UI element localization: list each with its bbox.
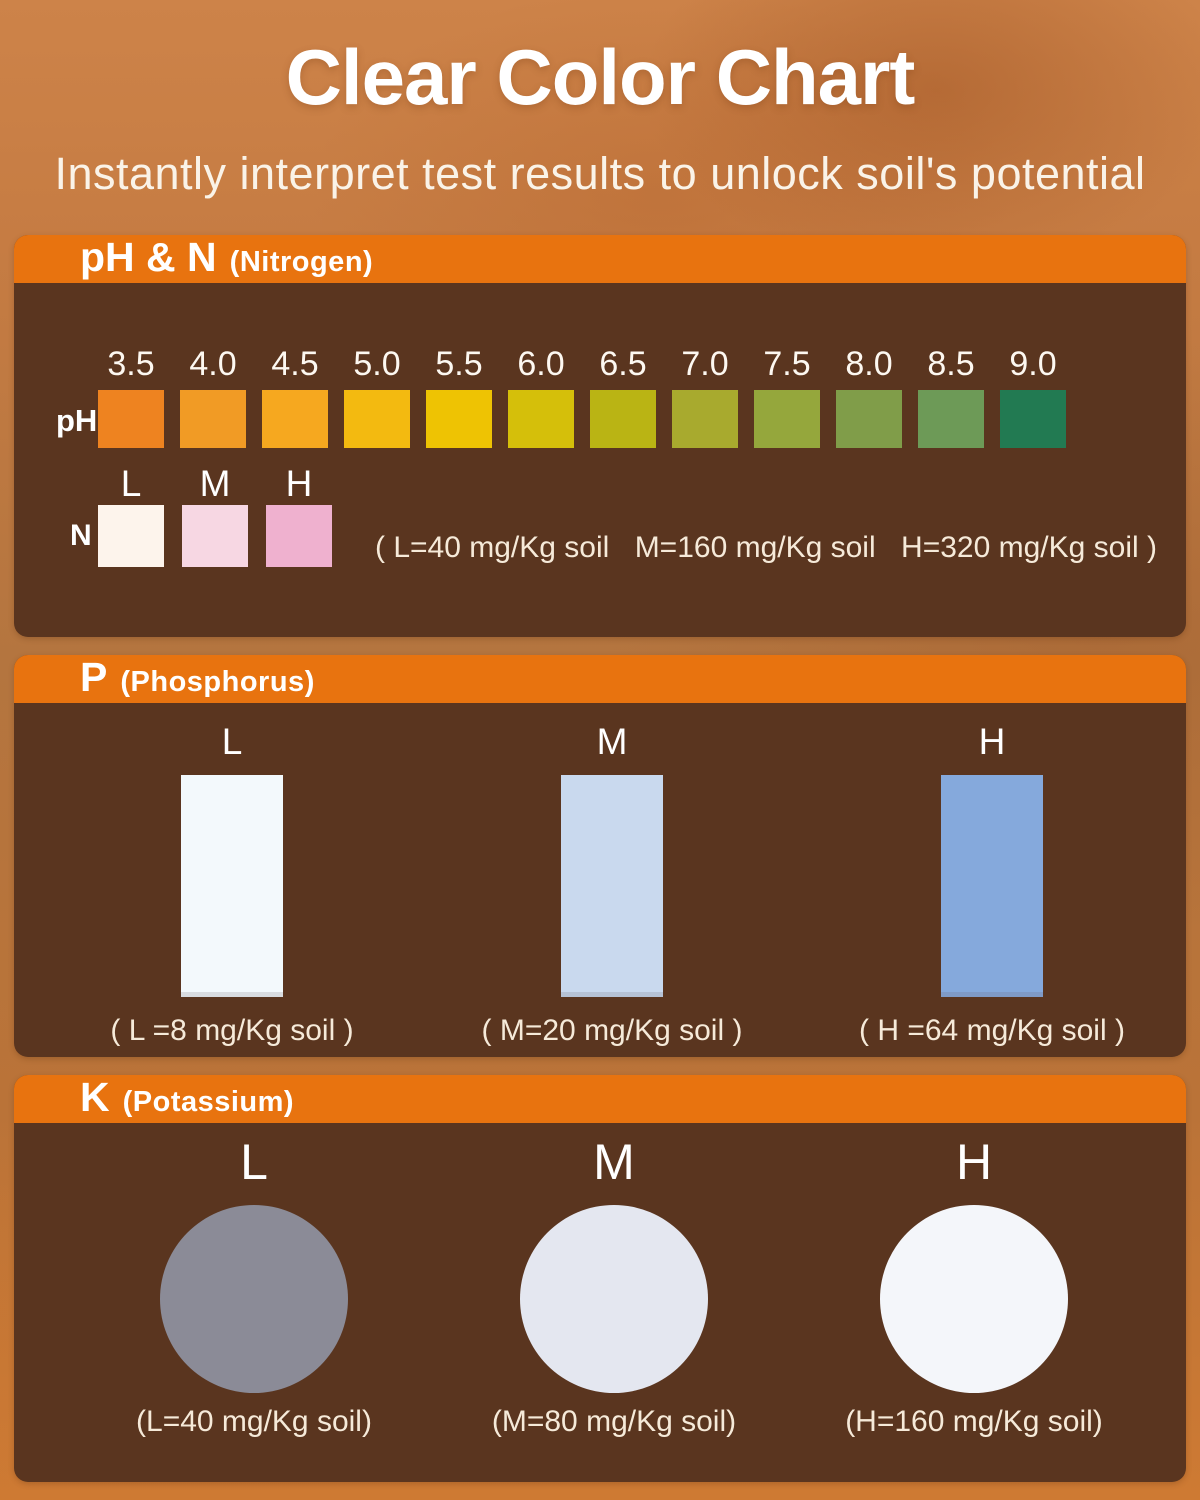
ph-tick: 4.0 [189,345,237,383]
potassium-level-row: L (L=40 mg/Kg soil) M (M=80 mg/Kg soil) … [74,1133,1154,1439]
ph-tick: 8.0 [845,345,893,383]
potassium-caption-medium: (M=80 mg/Kg soil) [491,1405,737,1438]
n-level-label-row: L M H [98,463,332,505]
page-subtitle: Instantly interpret test results to unlo… [54,148,1146,199]
ph-tick: 3.5 [107,345,155,383]
ph-swatch-6-5 [590,390,656,448]
potassium-label-low: L [240,1134,268,1190]
ph-tick: 6.5 [599,345,647,383]
ph-swatch-3-5 [98,390,164,448]
ph-tick: 5.5 [435,345,483,383]
ph-row-label: pH [56,403,98,438]
potassium-circle-medium [520,1205,708,1393]
n-level-label-high: H [285,463,313,504]
n-caption: ( L=40 mg/Kg soil M=160 mg/Kg soil H=320… [375,531,1157,565]
panel-potassium-header: K (Potassium) [14,1075,1186,1123]
phosphorus-label-medium: M [596,721,628,762]
ph-swatch-5-5 [426,390,492,448]
phosphorus-label-low: L [221,721,243,762]
potassium-label-medium: M [593,1134,635,1190]
panel-ph-nitrogen-header: pH & N (Nitrogen) [14,235,1186,283]
panel-ph-nitrogen-heading: pH & N [80,235,217,280]
page-title: Clear Color Chart [285,33,916,121]
potassium-column-low: L (L=40 mg/Kg soil) [74,1133,434,1439]
ph-swatch-9-0 [1000,390,1066,448]
ph-swatch-7-5 [754,390,820,448]
potassium-caption-low: (L=40 mg/Kg soil) [136,1405,372,1438]
potassium-circle-high [880,1205,1068,1393]
panel-ph-nitrogen-subheading: (Nitrogen) [229,246,374,278]
ph-swatch-8-0 [836,390,902,448]
phosphorus-bar-low [181,775,283,997]
ph-tick: 5.0 [353,345,401,383]
ph-tick: 8.5 [927,345,975,383]
ph-swatch-6-0 [508,390,574,448]
n-level-label-low: L [120,463,142,504]
ph-swatch-5-0 [344,390,410,448]
potassium-caption-high: (H=160 mg/Kg soil) [845,1405,1103,1438]
ph-tick: 4.5 [271,345,319,383]
panel-phosphorus-subheading: (Phosphorus) [120,666,315,698]
ph-tick: 7.0 [681,345,729,383]
panel-phosphorus-heading: P [80,655,108,700]
potassium-label-high: H [955,1134,993,1190]
potassium-circle-low [160,1205,348,1393]
ph-tick-row: 3.5 4.0 4.5 5.0 5.5 6.0 6.5 7.0 7.5 8.0 … [98,345,1066,384]
n-swatch-high [266,505,332,567]
ph-swatch-4-5 [262,390,328,448]
potassium-column-high: H (H=160 mg/Kg soil) [794,1133,1154,1439]
ph-swatch-row [98,390,1066,448]
phosphorus-column-high: H ( H =64 mg/Kg soil ) [802,721,1182,1048]
phosphorus-caption-low: ( L =8 mg/Kg soil ) [110,1014,354,1047]
n-caption-high: H=320 mg/Kg soil ) [901,531,1157,564]
phosphorus-level-row: L ( L =8 mg/Kg soil ) M ( M=20 mg/Kg soi… [42,721,1182,1048]
panel-phosphorus: P (Phosphorus) L ( L =8 mg/Kg soil ) M (… [14,655,1186,1057]
phosphorus-caption-medium: ( M=20 mg/Kg soil ) [481,1014,743,1047]
panel-potassium-heading: K [80,1075,110,1120]
n-row-label: N [70,519,92,552]
ph-tick: 6.0 [517,345,565,383]
phosphorus-label-high: H [978,721,1006,762]
ph-tick: 7.5 [763,345,811,383]
n-caption-low: ( L=40 mg/Kg soil [375,531,610,564]
n-swatch-low [98,505,164,567]
phosphorus-column-low: L ( L =8 mg/Kg soil ) [42,721,422,1048]
phosphorus-bar-high [941,775,1043,997]
n-level-label-medium: M [199,463,231,504]
n-swatch-medium [182,505,248,567]
ph-swatch-8-5 [918,390,984,448]
phosphorus-caption-high: ( H =64 mg/Kg soil ) [859,1014,1125,1047]
panel-potassium: K (Potassium) L (L=40 mg/Kg soil) M (M=8… [14,1075,1186,1482]
potassium-column-medium: M (M=80 mg/Kg soil) [434,1133,794,1439]
panel-phosphorus-header: P (Phosphorus) [14,655,1186,703]
n-swatch-row [98,505,332,567]
ph-tick: 9.0 [1009,345,1057,383]
panel-potassium-subheading: (Potassium) [122,1086,295,1118]
phosphorus-bar-medium [561,775,663,997]
ph-swatch-7-0 [672,390,738,448]
n-caption-medium: M=160 mg/Kg soil [634,531,876,564]
panel-ph-nitrogen: pH & N (Nitrogen) 3.5 4.0 4.5 5.0 5.5 6.… [14,235,1186,637]
ph-swatch-4-0 [180,390,246,448]
phosphorus-column-medium: M ( M=20 mg/Kg soil ) [422,721,802,1048]
